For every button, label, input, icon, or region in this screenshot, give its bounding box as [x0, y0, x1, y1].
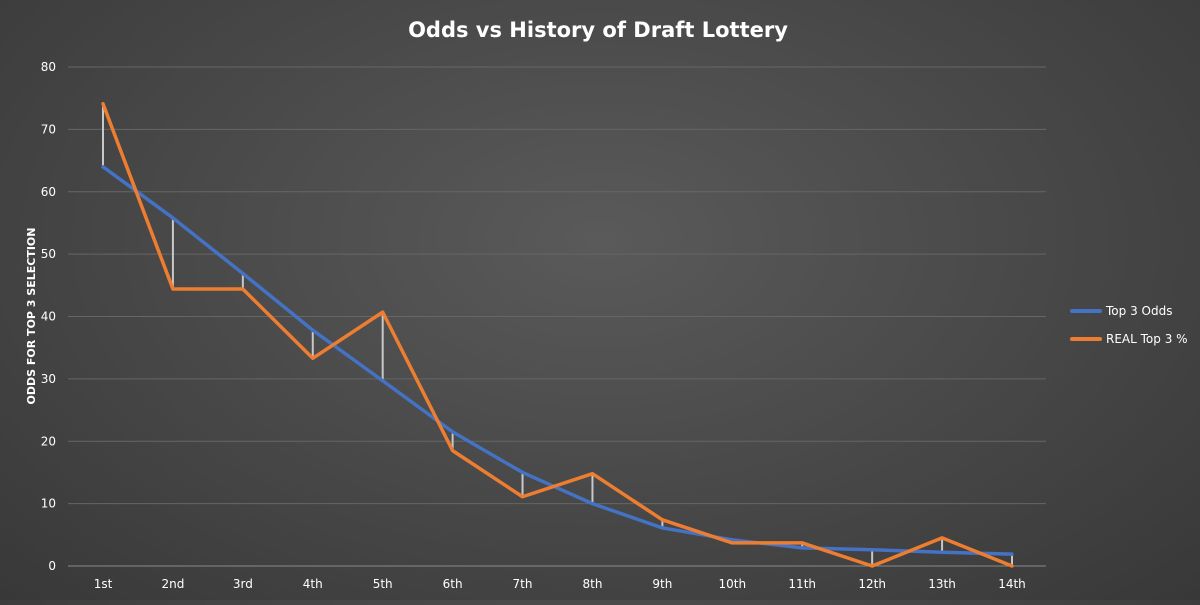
- x-tick-label: 8th: [582, 577, 602, 591]
- y-tick-label: 40: [41, 310, 56, 324]
- x-tick-label: 13th: [928, 577, 956, 591]
- y-tick-label: 80: [41, 60, 56, 74]
- x-tick-label: 12th: [858, 577, 886, 591]
- x-tick-label: 2nd: [161, 577, 184, 591]
- legend-label: Top 3 Odds: [1105, 304, 1172, 318]
- x-tick-label: 9th: [652, 577, 672, 591]
- y-tick-label: 20: [41, 434, 56, 448]
- x-tick-label: 14th: [998, 577, 1026, 591]
- x-tick-label: 6th: [443, 577, 463, 591]
- y-tick-label: 10: [41, 497, 56, 511]
- legend-label: REAL Top 3 %: [1106, 332, 1188, 346]
- y-tick-label: 50: [41, 247, 56, 261]
- legend: Top 3 Odds REAL Top 3 %: [1070, 304, 1188, 346]
- x-tick-label: 10th: [719, 577, 747, 591]
- x-tick-label: 1st: [94, 577, 113, 591]
- x-tick-label: 3rd: [233, 577, 253, 591]
- y-tick-label: 30: [41, 372, 56, 386]
- tick-labels: 0 10 20 30 40 50 60 70 80 1st 2nd 3rd 4th 5th 6th 7th 8t…: [41, 60, 1026, 591]
- gridlines: [68, 66, 1046, 567]
- x-tick-label: 7th: [513, 577, 533, 591]
- y-tick-label: 0: [48, 559, 56, 573]
- x-tick-label: 4th: [303, 577, 323, 591]
- y-tick-label: 60: [41, 185, 56, 199]
- series-line-1: [101, 165, 1014, 556]
- x-tick-label: 5th: [373, 577, 393, 591]
- y-tick-label: 70: [41, 122, 56, 136]
- series-line-2: [101, 102, 1014, 568]
- y-axis-label: ODDS FOR TOP 3 SELECTION: [25, 228, 38, 405]
- chart-title: Odds vs History of Draft Lottery: [408, 18, 788, 42]
- difference-lines: [102, 103, 1013, 566]
- x-tick-label: 11th: [788, 577, 816, 591]
- series-lines: [101, 102, 1014, 568]
